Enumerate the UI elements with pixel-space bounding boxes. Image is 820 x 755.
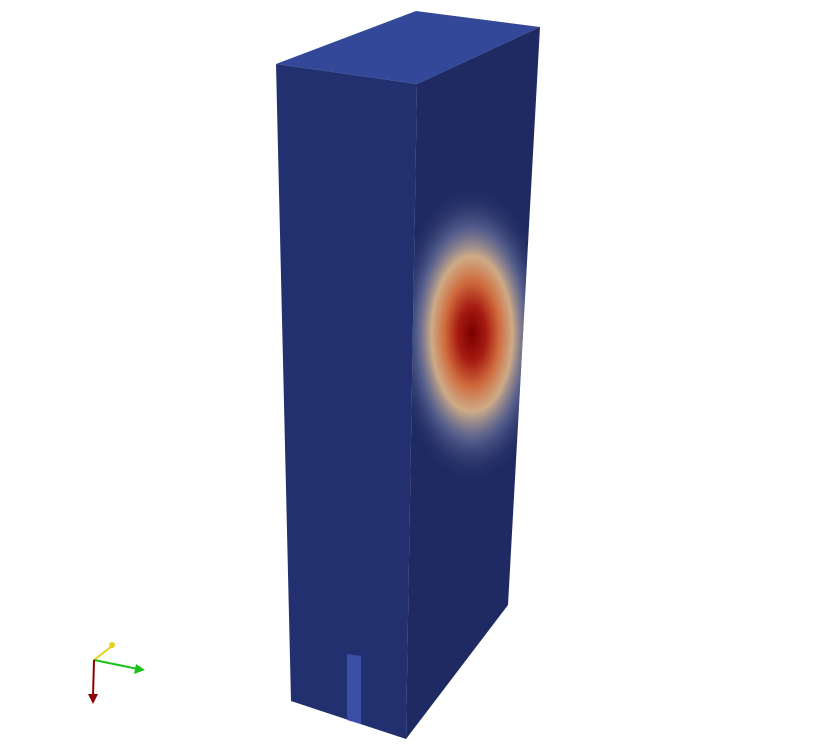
orientation-axes-widget bbox=[88, 642, 145, 704]
axis-x-line bbox=[92, 659, 95, 698]
axis-z-marker bbox=[109, 642, 115, 648]
axis-z-line bbox=[93, 645, 113, 661]
inlet-strip bbox=[347, 654, 361, 724]
front-face bbox=[276, 64, 417, 739]
axis-y-arrowhead bbox=[134, 664, 145, 674]
box-volume[interactable] bbox=[276, 11, 550, 739]
axis-y-line bbox=[93, 659, 139, 670]
temperature-hotspot bbox=[406, 184, 540, 484]
axis-x-arrowhead bbox=[88, 694, 98, 704]
top-face bbox=[276, 11, 540, 84]
